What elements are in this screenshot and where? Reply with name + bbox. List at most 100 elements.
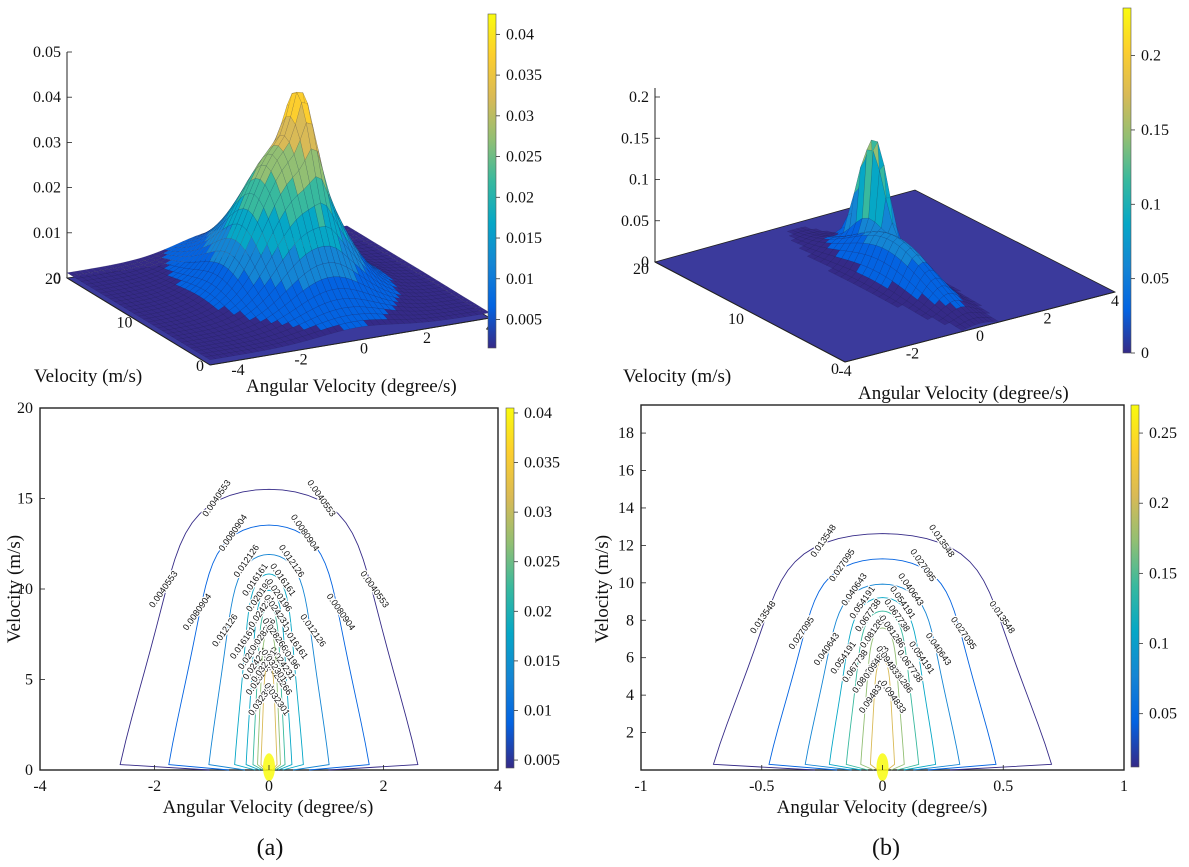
axis-tick-label: 0 xyxy=(360,341,368,358)
axis-tick-label: 10 xyxy=(117,315,133,332)
axis-tick-label: 2 xyxy=(423,330,431,347)
x-tick-label: 1 xyxy=(1120,778,1128,795)
colorbar-tick-label: 0.2 xyxy=(1149,495,1169,512)
x-tick-label: -0.5 xyxy=(749,778,774,795)
colorbar-a-bottom xyxy=(505,407,515,769)
colorbar-tick-label: 0.05 xyxy=(1149,706,1177,723)
z-tick-label: 0 xyxy=(641,254,649,271)
colorbar-ticks-b-top: 0 0.05 0.1 0.15 0.2 xyxy=(1131,48,1169,362)
colorbar-tick-label: 0.05 xyxy=(1141,271,1169,288)
z-tick-label: 0.2 xyxy=(629,89,649,106)
contour-line xyxy=(119,488,419,771)
xlabel-b: Angular Velocity (degree/s) xyxy=(777,797,988,818)
z-ticks-a: 0 0.01 0.02 0.03 0.04 0.05 xyxy=(33,44,72,287)
contour-line xyxy=(860,627,905,771)
colorbar-tick-label: 0.025 xyxy=(506,149,542,166)
contour-line xyxy=(768,558,997,771)
colorbar-tick-label: 0.035 xyxy=(506,67,542,84)
x-ticks-3d-b: -4 -2 0 2 4 xyxy=(838,293,1119,380)
z-tick-label: 0.1 xyxy=(629,172,649,189)
z-tick-label: 0.03 xyxy=(33,134,61,151)
axis-tick-label: -4 xyxy=(838,363,851,380)
colorbar-ticks-b-bottom: 0.05 0.1 0.15 0.2 0.25 xyxy=(1139,425,1177,723)
z-tick-label: 0.02 xyxy=(33,180,61,197)
z-tick-label: 0.01 xyxy=(33,225,61,242)
axis-tick-label: 0 xyxy=(196,358,204,375)
x-tick-label: 2 xyxy=(380,778,388,795)
y-tick-label: 15 xyxy=(17,491,33,508)
y-tick-label: 14 xyxy=(618,500,634,517)
colorbar-tick-label: 0.005 xyxy=(506,311,542,328)
panel-label-b: (b) xyxy=(872,835,900,861)
axis-tick-label: 20 xyxy=(633,261,649,278)
xlabel-a: Angular Velocity (degree/s) xyxy=(163,797,374,818)
y-ticks-3d-b: 0 10 20 xyxy=(633,261,839,378)
y-tick-label: 18 xyxy=(618,425,634,442)
axis-tick-label: -4 xyxy=(231,362,244,379)
y-tick-label: 12 xyxy=(618,537,634,554)
colorbar-tick-label: 0 xyxy=(1141,345,1149,362)
y-axis-line-a xyxy=(66,277,211,366)
surface-b: 0 0.05 0.1 0.15 0.2 -4 -2 0 2 4 0 10 20 Velocity (… xyxy=(621,7,1169,404)
ylabel-b: Velocity (m/s) xyxy=(592,535,613,643)
contour-line xyxy=(245,589,293,771)
contour-line xyxy=(252,606,286,771)
axis-tick-label: 20 xyxy=(45,271,61,288)
y-tick-label: 10 xyxy=(618,575,634,592)
colorbar-ticks-a-bottom: 0.005 0.01 0.015 0.02 0.025 0.03 0.035 0.04 xyxy=(514,405,560,769)
colorbar-tick-label: 0.15 xyxy=(1141,122,1169,139)
colorbar-tick-label: 0.1 xyxy=(1149,636,1169,653)
surface-patch xyxy=(970,301,982,306)
z-tick-label: 0 xyxy=(53,270,61,287)
contour-line xyxy=(712,533,1053,771)
contour-line xyxy=(257,630,281,771)
axis-tick-label: -2 xyxy=(906,346,919,363)
z-ticks-b: 0 0.05 0.1 0.15 0.2 xyxy=(621,89,660,271)
colorbar-b-bottom xyxy=(1130,404,1140,768)
surface-patch xyxy=(949,287,961,292)
y-tick-label: 5 xyxy=(25,672,33,689)
x-ticks-b: -1 -0.5 0 0.5 1 xyxy=(634,765,1128,795)
axis-tick-label: 0 xyxy=(831,361,839,378)
surface-patch xyxy=(978,308,991,314)
contour-line xyxy=(208,553,330,771)
y-tick-label: 10 xyxy=(17,581,33,598)
x-axis-line-b xyxy=(844,291,1116,363)
y-tick-label: 16 xyxy=(618,463,634,480)
colorbar-tick-label: 0.035 xyxy=(524,455,560,472)
plot-frame-a xyxy=(39,407,499,771)
x-tick-label: -2 xyxy=(148,778,161,795)
z-tick-label: 0.05 xyxy=(33,44,61,61)
colorbar-ticks-a-top: 0.005 0.01 0.015 0.02 0.025 0.03 0.035 0.04 xyxy=(496,26,542,328)
plot-frame-b xyxy=(640,404,1125,771)
colorbar-b-top xyxy=(1122,7,1132,354)
colorbar-tick-label: 0.01 xyxy=(524,702,552,719)
surface-ridge-b xyxy=(786,139,999,331)
z-tick-label: 0.15 xyxy=(621,130,649,147)
surface-ridge-a xyxy=(66,91,491,360)
colorbar-tick-label: 0.015 xyxy=(524,653,560,670)
z-tick-label: 0.04 xyxy=(33,89,61,106)
colorbar-tick-label: 0.15 xyxy=(1149,565,1177,582)
y-tick-label: 8 xyxy=(626,612,634,629)
colorbar-tick-label: 0.1 xyxy=(1141,196,1161,213)
z-tick-label: 0.05 xyxy=(621,213,649,230)
axis-tick-label: 2 xyxy=(1044,311,1052,328)
contour-line xyxy=(845,610,920,771)
contour-line xyxy=(828,597,937,771)
xlabel-3d-a: Angular Velocity (degree/s) xyxy=(246,376,457,397)
ylabel-3d-b: Velocity (m/s) xyxy=(623,366,731,387)
y-tick-label: 2 xyxy=(626,725,634,742)
contour-line xyxy=(168,524,370,771)
x-tick-label: 0 xyxy=(265,778,273,795)
colorbar-tick-label: 0.25 xyxy=(1149,425,1177,442)
contour-line xyxy=(869,659,896,771)
x-tick-label: 0 xyxy=(879,778,887,795)
colorbar-tick-label: 0.005 xyxy=(524,752,560,769)
colorbar-a-top xyxy=(487,13,497,349)
surface-patch xyxy=(986,317,999,322)
colorbar-tick-label: 0.03 xyxy=(524,504,552,521)
